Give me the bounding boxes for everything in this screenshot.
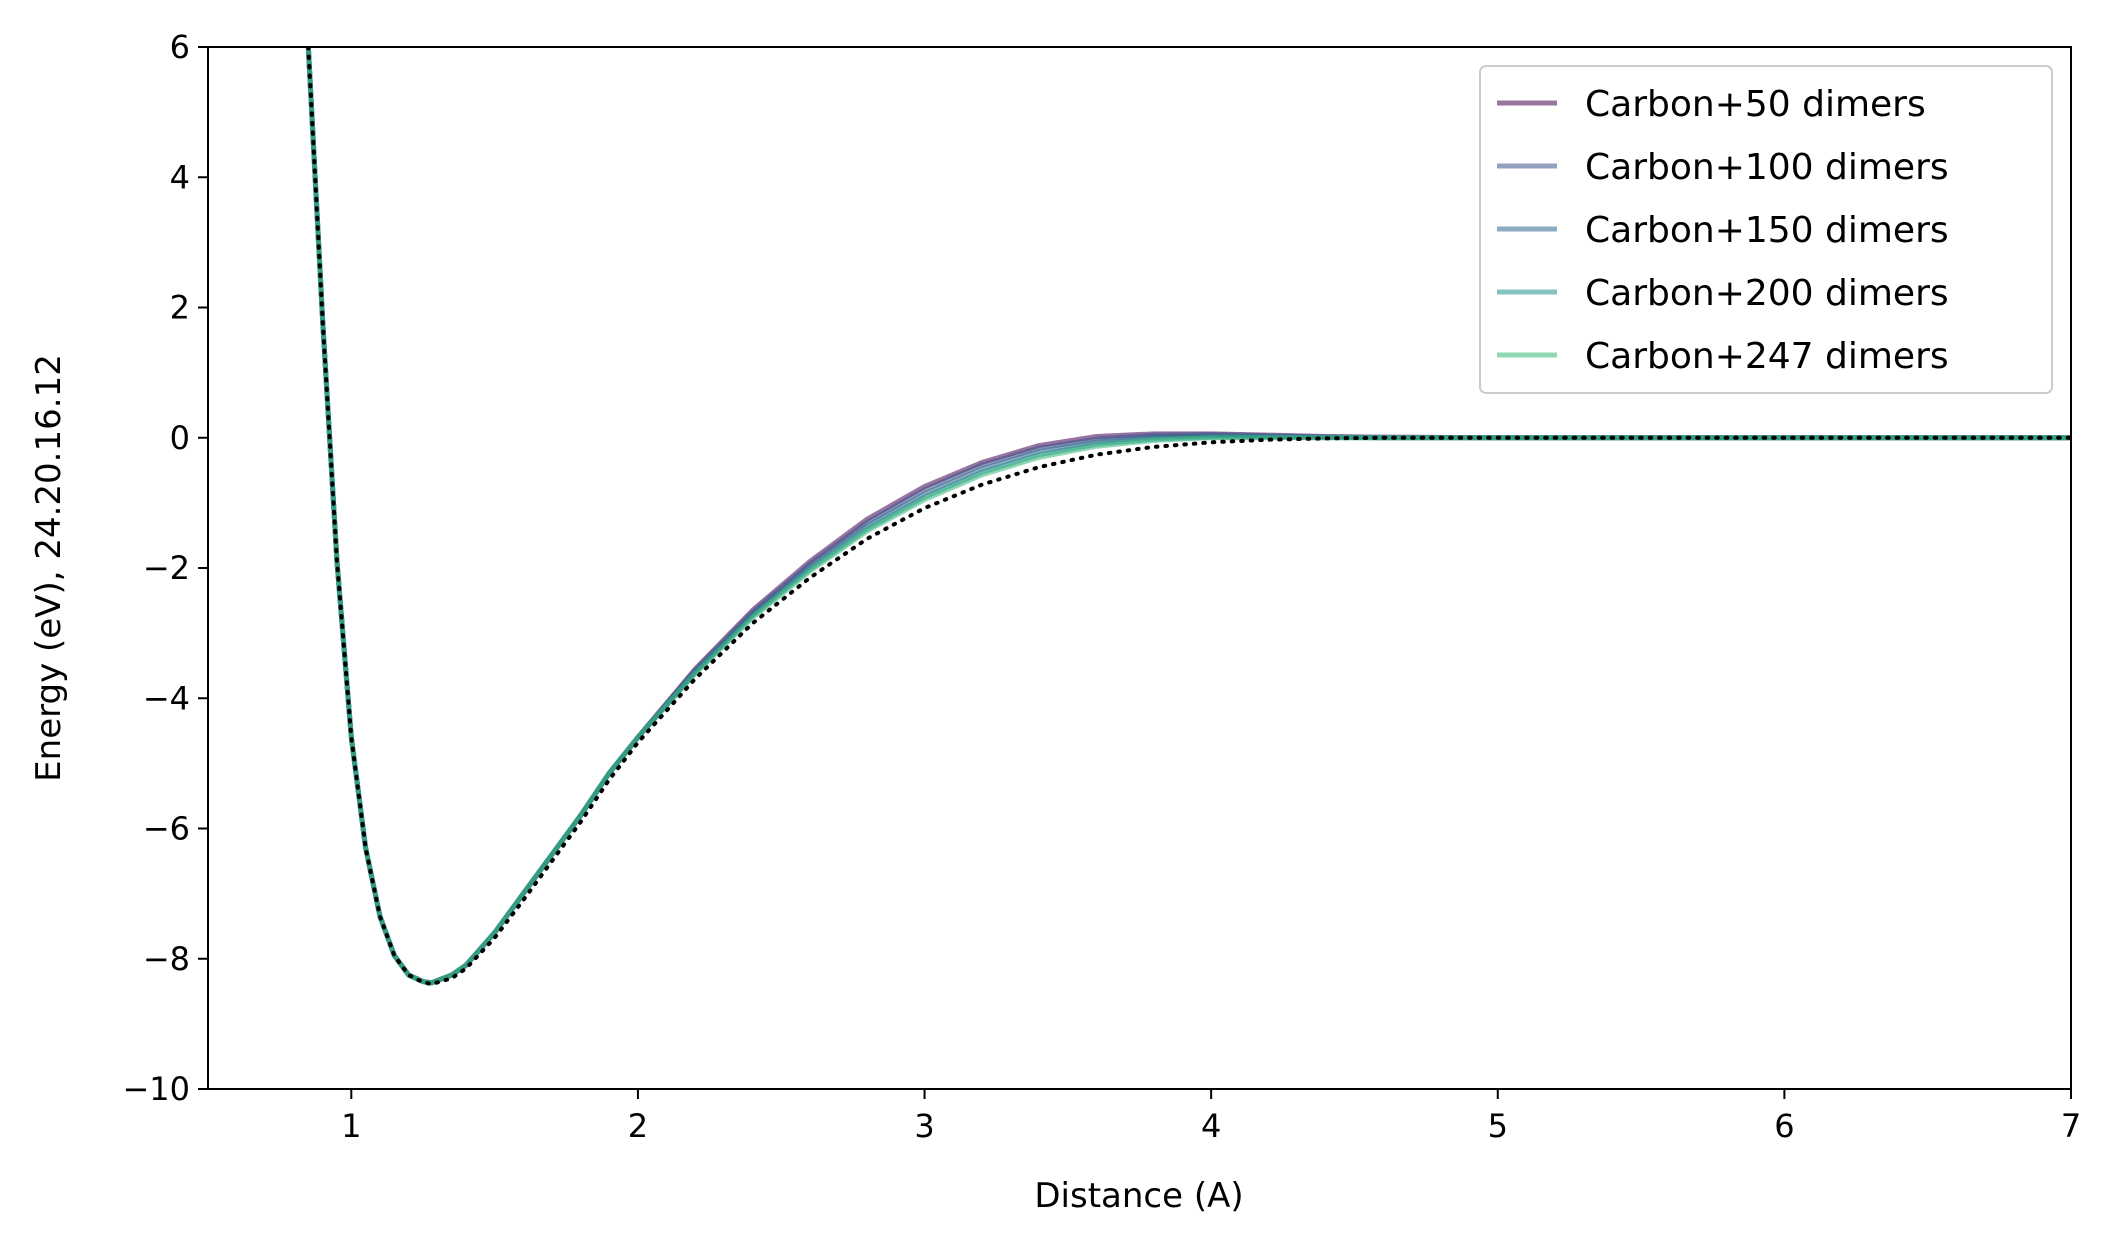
x-tick-label: 3 bbox=[914, 1107, 934, 1145]
x-tick-label: 7 bbox=[2061, 1107, 2081, 1145]
legend-box bbox=[1479, 65, 2053, 394]
y-tick-label: −10 bbox=[122, 1070, 190, 1108]
x-tick-label: 5 bbox=[1488, 1107, 1508, 1145]
y-tick-label: 4 bbox=[170, 158, 190, 196]
legend-items: Carbon+50 dimers Carbon+100 dimers Carbon+… bbox=[1497, 84, 1949, 377]
x-tick-label: 6 bbox=[1774, 1107, 1794, 1145]
legend-entry-label: Carbon+200 dimers bbox=[1585, 273, 1949, 314]
x-axis-ticks: 1 2 3 4 5 6 7 bbox=[341, 1089, 2081, 1145]
legend-entry-label: Carbon+50 dimers bbox=[1585, 84, 1926, 125]
y-tick-label: −8 bbox=[143, 940, 190, 978]
y-axis-ticks: −10 −8 −6 −4 −2 0 2 4 6 bbox=[122, 28, 208, 1108]
legend-entry-label: Carbon+247 dimers bbox=[1585, 336, 1949, 377]
y-tick-label: 2 bbox=[170, 289, 190, 327]
y-tick-label: −4 bbox=[143, 679, 190, 717]
x-tick-label: 2 bbox=[628, 1107, 648, 1145]
y-tick-label: −2 bbox=[143, 549, 190, 587]
legend-entry-label: Carbon+100 dimers bbox=[1585, 147, 1949, 188]
y-tick-label: 6 bbox=[170, 28, 190, 66]
legend: Carbon+50 dimers Carbon+100 dimers Carbon+… bbox=[1479, 65, 2053, 394]
x-tick-label: 4 bbox=[1201, 1107, 1221, 1145]
legend-entry-label: Carbon+150 dimers bbox=[1585, 210, 1949, 251]
x-axis-label: Distance (A) bbox=[1034, 1176, 1243, 1216]
y-tick-label: −6 bbox=[143, 810, 190, 848]
y-tick-label: 0 bbox=[170, 419, 190, 457]
x-tick-label: 1 bbox=[341, 1107, 361, 1145]
y-axis-label: Energy (eV), 24.20.16.12 bbox=[29, 354, 69, 782]
reference-dotted-line bbox=[306, 47, 2071, 987]
series-layer bbox=[305, 47, 2071, 987]
